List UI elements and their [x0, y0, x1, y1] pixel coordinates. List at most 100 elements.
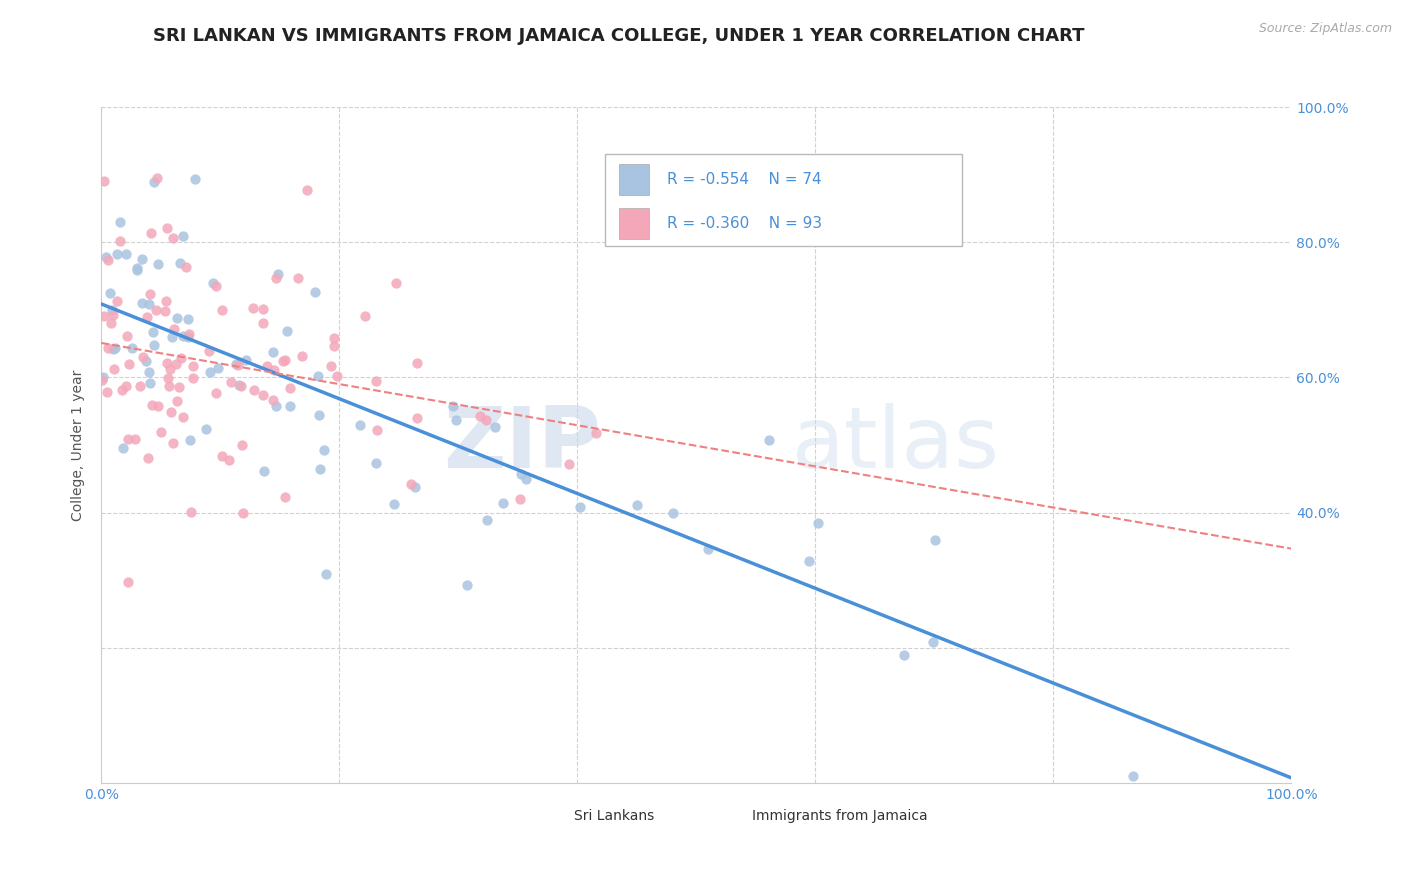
Point	[280, 381, 302, 395]
Bar	[541, 803, 568, 829]
Point	[568, 500, 591, 515]
Point	[145, 302, 167, 317]
Point	[243, 384, 266, 398]
Point	[274, 490, 297, 504]
Point	[242, 301, 264, 316]
Point	[315, 566, 337, 581]
Point	[146, 257, 169, 271]
Point	[304, 285, 326, 300]
Point	[142, 325, 165, 339]
Point	[406, 356, 429, 370]
Point	[127, 263, 149, 277]
Point	[105, 247, 128, 261]
Point	[162, 435, 184, 450]
Point	[807, 516, 830, 531]
FancyBboxPatch shape	[605, 154, 962, 245]
Text: Sri Lankans: Sri Lankans	[574, 809, 654, 823]
Point	[278, 399, 301, 413]
Point	[661, 506, 683, 520]
Point	[170, 351, 193, 365]
Point	[179, 433, 201, 447]
Point	[108, 234, 131, 248]
Point	[626, 498, 648, 512]
Point	[115, 379, 138, 393]
Point	[131, 296, 153, 310]
Point	[150, 425, 173, 439]
Point	[211, 449, 233, 463]
Point	[231, 438, 253, 452]
Point	[100, 316, 122, 330]
Text: Source: ZipAtlas.com: Source: ZipAtlas.com	[1258, 22, 1392, 36]
Point	[172, 228, 194, 243]
Point	[156, 221, 179, 235]
Point	[218, 453, 240, 467]
Point	[159, 361, 181, 376]
Point	[153, 303, 176, 318]
Point	[177, 327, 200, 342]
Point	[172, 409, 194, 424]
Point	[1122, 769, 1144, 783]
Point	[162, 330, 184, 344]
Point	[93, 174, 115, 188]
Point	[276, 324, 298, 338]
Point	[510, 467, 533, 482]
Point	[157, 379, 180, 393]
Point	[274, 352, 297, 367]
Point	[797, 554, 820, 568]
Point	[197, 343, 219, 358]
Point	[221, 375, 243, 389]
Text: Immigrants from Jamaica: Immigrants from Jamaica	[752, 809, 928, 823]
Point	[201, 277, 224, 291]
Point	[143, 338, 166, 352]
Point	[308, 408, 330, 422]
Y-axis label: College, Under 1 year: College, Under 1 year	[72, 369, 86, 521]
Point	[263, 363, 285, 377]
Point	[492, 496, 515, 510]
Point	[515, 472, 537, 486]
Point	[226, 359, 249, 373]
Point	[138, 365, 160, 379]
Point	[139, 376, 162, 390]
Point	[264, 270, 287, 285]
Point	[893, 648, 915, 663]
Point	[468, 409, 491, 424]
Bar	[619, 164, 648, 194]
Point	[167, 379, 190, 393]
Point	[162, 231, 184, 245]
Text: SRI LANKAN VS IMMIGRANTS FROM JAMAICA COLLEGE, UNDER 1 YEAR CORRELATION CHART: SRI LANKAN VS IMMIGRANTS FROM JAMAICA CO…	[153, 27, 1084, 45]
Point	[156, 371, 179, 385]
Point	[364, 456, 387, 470]
Point	[211, 302, 233, 317]
Point	[101, 308, 124, 322]
Point	[114, 246, 136, 260]
Point	[117, 433, 139, 447]
Point	[384, 276, 406, 290]
Point	[924, 533, 946, 548]
Point	[252, 301, 274, 316]
Point	[97, 342, 120, 356]
Point	[179, 504, 201, 518]
Point	[172, 328, 194, 343]
Point	[136, 451, 159, 466]
Point	[129, 379, 152, 393]
Point	[195, 422, 218, 436]
Point	[228, 378, 250, 392]
Point	[184, 172, 207, 186]
Point	[404, 481, 426, 495]
Point	[585, 425, 607, 440]
Point	[207, 361, 229, 376]
Point	[509, 491, 531, 506]
Point	[136, 310, 159, 324]
Point	[96, 250, 118, 264]
Point	[110, 383, 132, 397]
Point	[232, 506, 254, 520]
Point	[138, 297, 160, 311]
Point	[446, 412, 468, 426]
Point	[287, 270, 309, 285]
Point	[252, 316, 274, 330]
Point	[141, 398, 163, 412]
Point	[162, 322, 184, 336]
Point	[125, 260, 148, 275]
Point	[141, 226, 163, 240]
Point	[366, 423, 388, 437]
